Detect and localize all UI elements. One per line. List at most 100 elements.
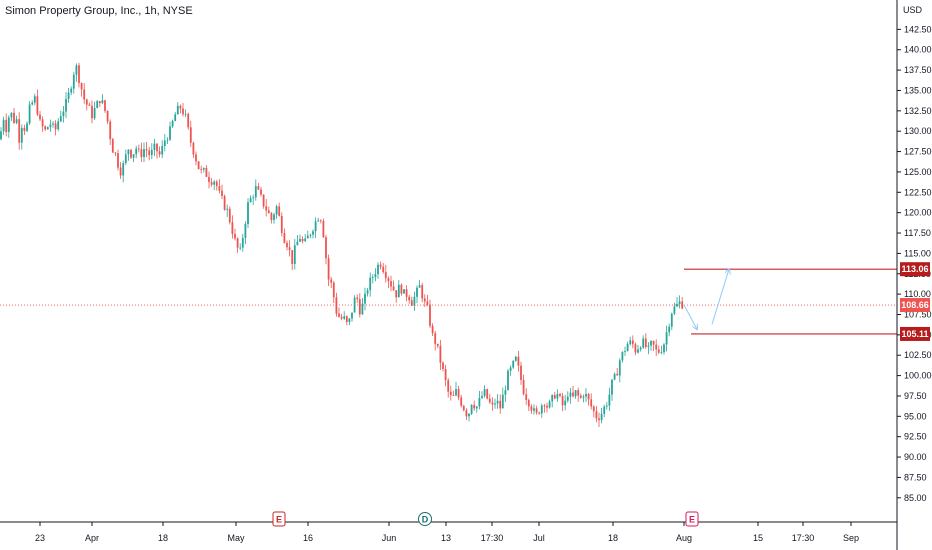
price-tick-label: 122.50 xyxy=(904,187,932,197)
candle-body xyxy=(104,100,106,111)
candle-body xyxy=(598,418,600,421)
candle-body xyxy=(525,394,528,400)
earnings-marker[interactable] xyxy=(272,511,286,527)
candle-body xyxy=(470,404,473,414)
candle-body xyxy=(171,120,174,127)
candle-body xyxy=(200,169,203,170)
candle-body xyxy=(335,297,338,314)
price-tick-label: 125.00 xyxy=(904,167,932,177)
candle-body xyxy=(143,149,145,158)
candle-body xyxy=(652,340,655,345)
candle-body xyxy=(169,126,171,140)
candlestick-series xyxy=(0,62,684,428)
candle-body xyxy=(611,379,613,395)
candle-body xyxy=(663,344,665,353)
candle-body xyxy=(106,110,109,122)
candle-body xyxy=(468,413,470,417)
current-price-badge xyxy=(900,298,930,313)
projection-arrow xyxy=(683,304,697,329)
candle-body xyxy=(221,190,223,197)
candle-body xyxy=(426,301,429,305)
candle-body xyxy=(260,189,262,195)
candle-body xyxy=(590,399,593,407)
candle-body xyxy=(239,247,242,249)
candle-body xyxy=(187,113,190,128)
time-tick-label: 23 xyxy=(35,533,45,543)
candle-body xyxy=(314,221,317,232)
candle-body xyxy=(465,410,468,417)
candle-body xyxy=(475,406,478,409)
candle-body xyxy=(676,303,678,307)
time-tick-label: 16 xyxy=(303,533,313,543)
candle-body xyxy=(548,401,551,408)
candle-body xyxy=(70,88,73,93)
candle-body xyxy=(278,206,281,216)
candle-body xyxy=(114,152,117,154)
candle-body xyxy=(267,210,270,214)
time-tick-label: Sep xyxy=(843,533,859,543)
candle-body xyxy=(668,326,671,333)
candle-body xyxy=(18,119,21,143)
candle-body xyxy=(358,299,361,315)
candle-body xyxy=(491,402,494,405)
candle-body xyxy=(96,101,99,109)
candle-body xyxy=(366,290,369,294)
candle-body xyxy=(270,213,273,220)
candle-body xyxy=(7,117,10,133)
time-axis[interactable]: 23 Apr 18 May 16 Jun 13 17:30 Jul 18 Aug 15 17:30 Sep xyxy=(35,522,859,543)
candle-body xyxy=(629,340,632,344)
candle-body xyxy=(208,176,210,183)
candle-body xyxy=(527,399,530,407)
dividend-marker[interactable] xyxy=(418,512,432,526)
candle-body xyxy=(410,300,413,306)
candle-body xyxy=(330,279,333,283)
candle-body xyxy=(226,208,229,210)
candle-body xyxy=(319,220,322,222)
candle-body xyxy=(0,131,2,140)
event-marker-letter: D xyxy=(422,515,429,525)
candle-body xyxy=(351,312,353,319)
candle-body xyxy=(533,408,535,411)
earnings-marker[interactable] xyxy=(685,511,699,527)
candle-body xyxy=(413,296,416,306)
candle-body xyxy=(23,127,26,131)
candle-body xyxy=(452,395,455,396)
candle-body xyxy=(613,373,616,380)
candle-body xyxy=(338,313,340,317)
candle-body xyxy=(195,154,197,162)
candle-body xyxy=(561,395,564,406)
candle-body xyxy=(348,318,351,323)
candle-body xyxy=(559,393,561,396)
candle-body xyxy=(119,167,122,176)
price-tick-label: 132.50 xyxy=(904,106,932,116)
candle-body xyxy=(62,111,65,117)
candle-body xyxy=(423,298,426,302)
candle-body xyxy=(325,237,327,259)
candle-body xyxy=(13,112,15,123)
candle-body xyxy=(566,396,569,401)
current-price-label: 108.66 xyxy=(901,300,929,310)
candle-body xyxy=(356,297,359,300)
candle-body xyxy=(488,398,491,403)
event-marker-letter: E xyxy=(276,515,282,525)
candle-body xyxy=(179,105,182,109)
candle-body xyxy=(681,301,684,309)
candle-body xyxy=(395,290,398,298)
candle-body xyxy=(213,181,216,185)
candle-body xyxy=(520,365,522,380)
candle-body xyxy=(205,168,208,177)
candle-body xyxy=(530,406,533,411)
time-tick-label: Aug xyxy=(676,533,692,543)
candle-body xyxy=(577,390,580,396)
upper-price-label: 113.06 xyxy=(901,264,928,274)
candle-body xyxy=(98,101,101,104)
candle-body xyxy=(78,65,80,84)
candle-body xyxy=(421,285,424,299)
candle-body xyxy=(535,408,538,413)
projection-arrows xyxy=(683,269,729,329)
candle-body xyxy=(332,282,335,298)
candle-body xyxy=(434,333,437,344)
candle-body xyxy=(52,123,54,125)
